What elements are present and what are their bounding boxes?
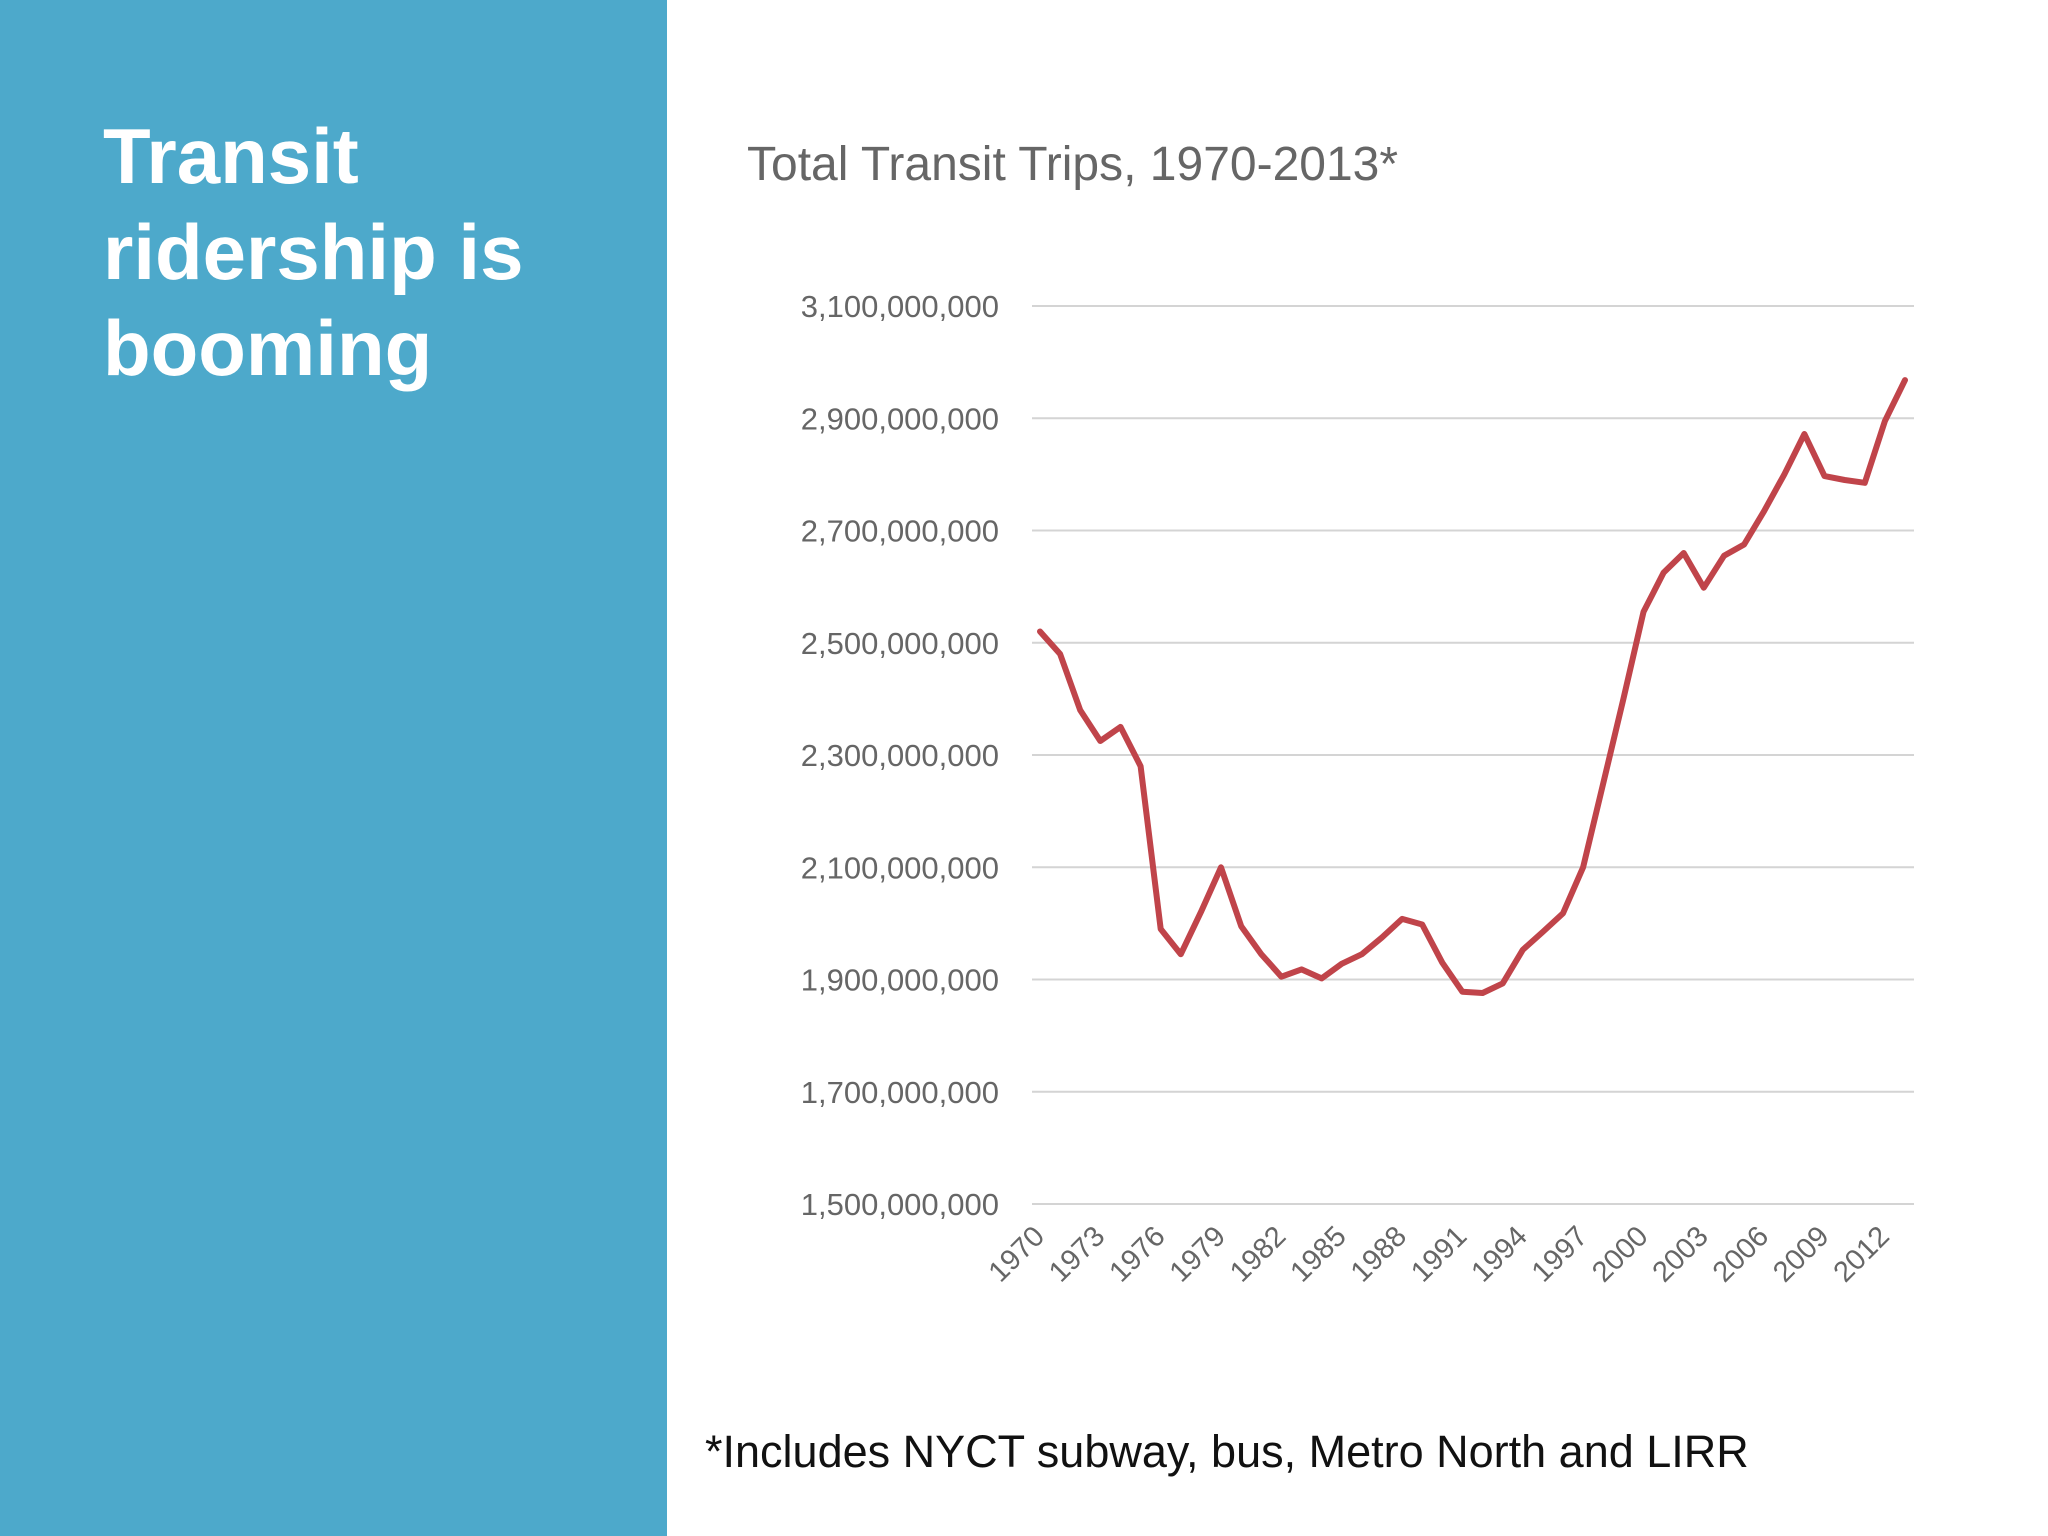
y-tick-label: 2,100,000,000 <box>801 850 999 885</box>
x-tick-label: 1997 <box>1526 1220 1594 1288</box>
y-tick-label: 3,100,000,000 <box>801 289 999 324</box>
series-line <box>1037 377 1908 996</box>
y-tick-label: 1,900,000,000 <box>801 963 999 998</box>
title-panel: Transit ridership is booming <box>0 0 667 1536</box>
y-tick-label: 2,300,000,000 <box>801 738 999 773</box>
x-tick-label: 2006 <box>1707 1220 1775 1288</box>
x-tick-label: 2009 <box>1767 1220 1835 1288</box>
slide-title: Transit ridership is booming <box>103 112 524 392</box>
y-tick-label: 2,900,000,000 <box>801 401 999 436</box>
x-tick-label: 1979 <box>1164 1220 1232 1288</box>
x-tick-label: 2012 <box>1828 1220 1896 1288</box>
y-tick-label: 1,700,000,000 <box>801 1075 999 1110</box>
x-tick-label: 2000 <box>1586 1220 1654 1288</box>
x-tick-label: 1970 <box>983 1220 1051 1288</box>
y-tick-label: 1,500,000,000 <box>801 1187 999 1222</box>
x-tick-label: 1976 <box>1103 1220 1171 1288</box>
chart-area: Total Transit Trips, 1970-2013* 1,500,00… <box>667 0 2048 1536</box>
x-tick-label: 1982 <box>1224 1220 1292 1288</box>
y-tick-label: 2,700,000,000 <box>801 514 999 549</box>
x-tick-label: 1994 <box>1465 1220 1533 1288</box>
y-tick-label: 2,500,000,000 <box>801 626 999 661</box>
x-tick-label: 2003 <box>1647 1220 1715 1288</box>
chart-title: Total Transit Trips, 1970-2013* <box>747 138 1399 191</box>
x-tick-label: 1985 <box>1284 1220 1352 1288</box>
x-tick-label: 1973 <box>1043 1220 1111 1288</box>
line-chart: 1,500,000,000 1,700,000,000 1,900,000,000 2… <box>801 289 1914 1289</box>
x-tick-label: 1991 <box>1405 1220 1473 1288</box>
x-tick-label: 1988 <box>1345 1220 1413 1288</box>
footnote: *Includes NYCT subway, bus, Metro North … <box>705 1426 1749 1477</box>
